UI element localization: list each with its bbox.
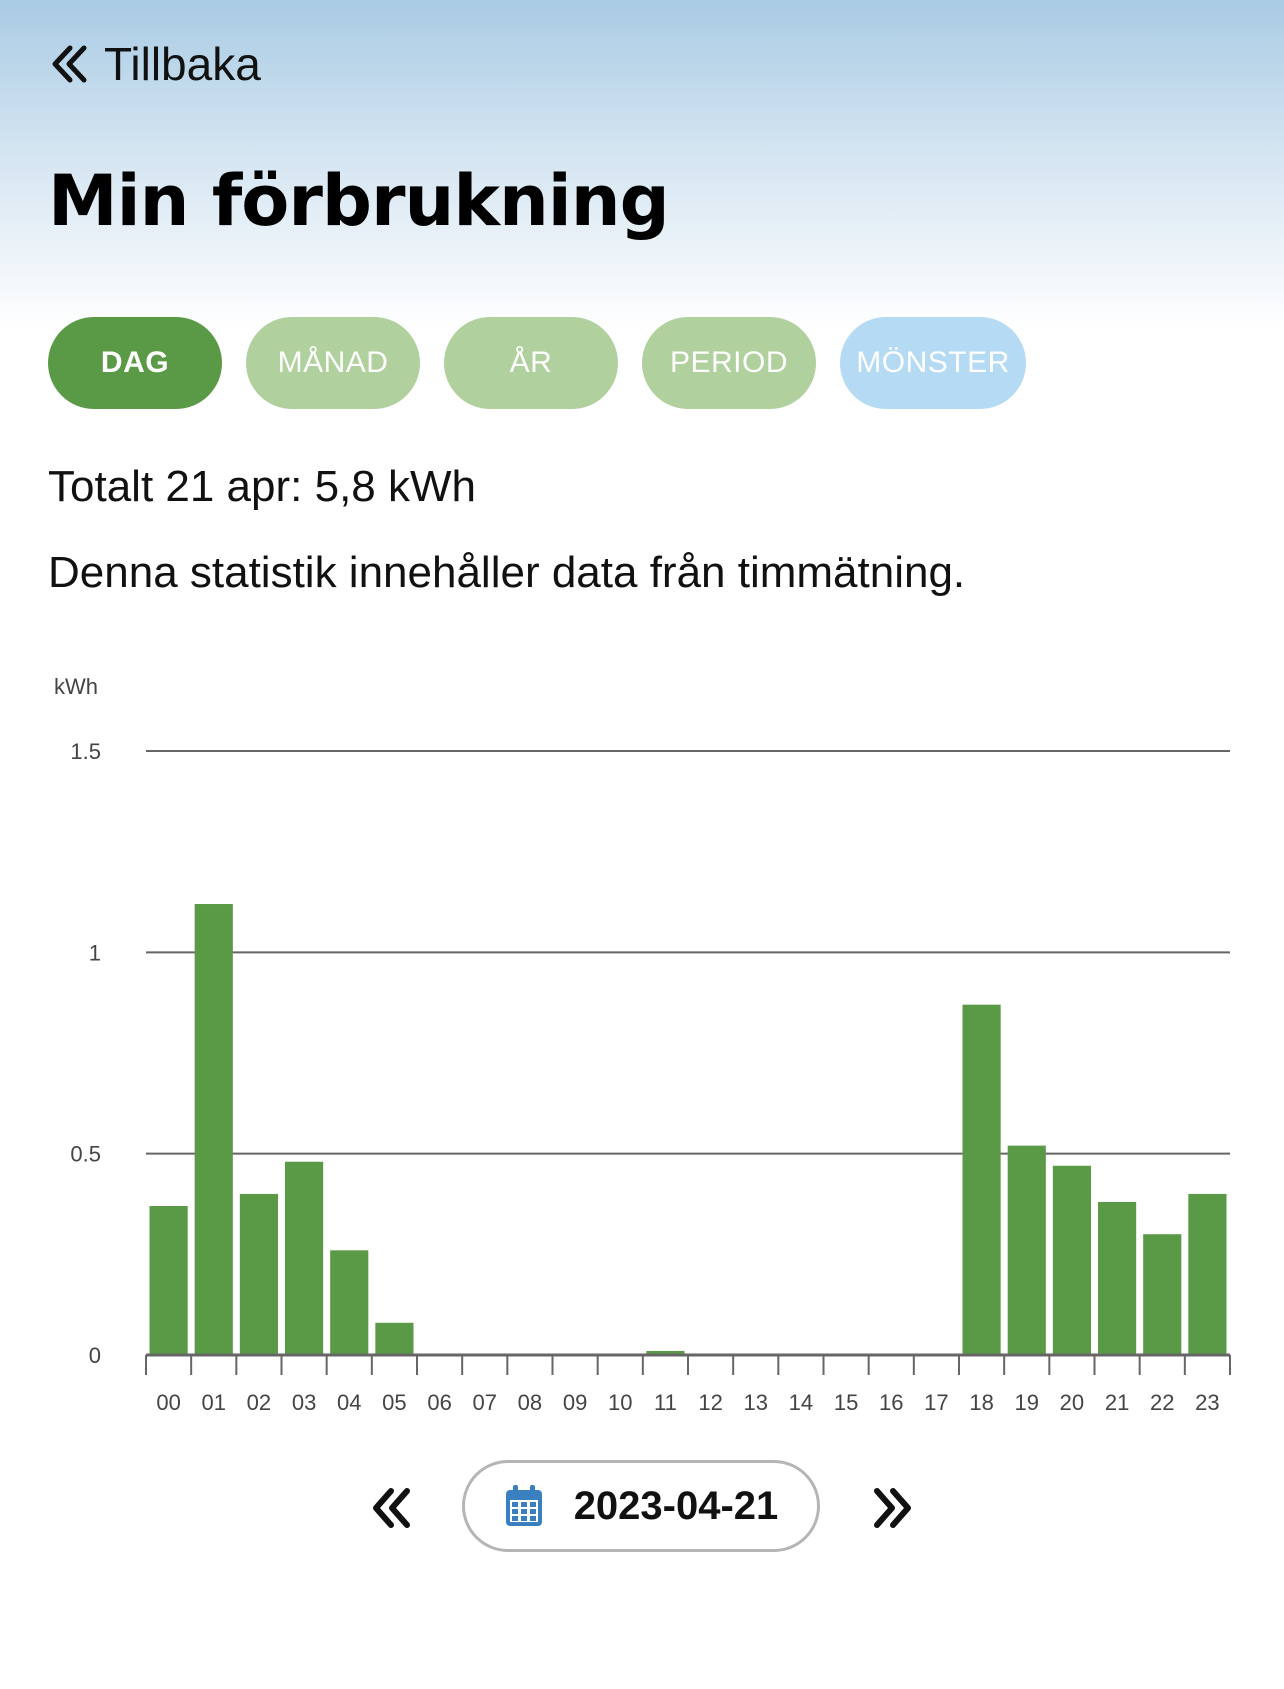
bar-18[interactable] xyxy=(962,1004,1001,1355)
x-tick-label: 05 xyxy=(382,1390,406,1415)
x-tick-label: 15 xyxy=(834,1390,858,1415)
y-tick-label: 1 xyxy=(89,940,101,965)
bar-23[interactable] xyxy=(1188,1193,1227,1355)
page-title: Min förbrukning xyxy=(48,160,670,242)
previous-day-button[interactable] xyxy=(362,1478,422,1538)
total-consumption: Totalt 21 apr: 5,8 kWh xyxy=(48,462,476,511)
selected-date: 2023-04-21 xyxy=(573,1483,779,1528)
back-button[interactable]: Tillbaka xyxy=(48,36,261,92)
next-day-button[interactable] xyxy=(862,1478,922,1538)
double-chevron-right-icon xyxy=(874,1488,911,1528)
y-tick-label: 1.5 xyxy=(70,739,101,764)
bar-19[interactable] xyxy=(1007,1145,1046,1355)
bar-01[interactable] xyxy=(194,904,233,1355)
tab-dag[interactable]: DAG xyxy=(48,317,222,409)
y-axis-unit: kWh xyxy=(54,674,98,699)
x-tick-label: 19 xyxy=(1015,1390,1039,1415)
x-tick-label: 20 xyxy=(1060,1390,1084,1415)
x-tick-label: 00 xyxy=(156,1390,180,1415)
date-navigation: 2023-04-21 xyxy=(0,1460,1284,1556)
tab-manad[interactable]: MÅNAD xyxy=(246,317,420,409)
x-tick-label: 21 xyxy=(1105,1390,1129,1415)
x-tick-label: 16 xyxy=(879,1390,903,1415)
x-tick-label: 04 xyxy=(337,1390,361,1415)
bar-21[interactable] xyxy=(1098,1201,1137,1355)
x-tick-label: 02 xyxy=(247,1390,271,1415)
bar-22[interactable] xyxy=(1143,1234,1182,1355)
bar-03[interactable] xyxy=(285,1161,324,1355)
x-tick-label: 17 xyxy=(924,1390,948,1415)
calendar-icon xyxy=(505,1485,542,1526)
consumption-chart: kWh 0 0.5 1 1.5 00 01 02 03 04 05 06 07 08 09 10 11 12 13 1… xyxy=(54,674,1231,1415)
x-tick-label: 11 xyxy=(654,1390,677,1415)
x-tick-label: 18 xyxy=(969,1390,993,1415)
x-tick-label: 10 xyxy=(608,1390,632,1415)
x-tick-label: 01 xyxy=(202,1390,226,1415)
bar-04[interactable] xyxy=(330,1250,369,1355)
tab-monster[interactable]: MÖNSTER xyxy=(840,317,1026,409)
y-tick-label: 0 xyxy=(89,1343,101,1368)
header-background xyxy=(0,0,1284,330)
x-tick-label: 22 xyxy=(1150,1390,1174,1415)
bar-05[interactable] xyxy=(375,1322,414,1355)
date-picker-button[interactable]: 2023-04-21 xyxy=(462,1460,820,1552)
x-tick-label: 03 xyxy=(292,1390,316,1415)
x-tick-label: 07 xyxy=(473,1390,497,1415)
y-tick-label: 0.5 xyxy=(70,1142,101,1167)
bar-02[interactable] xyxy=(239,1193,278,1355)
x-tick-label: 12 xyxy=(698,1390,722,1415)
x-tick-label: 08 xyxy=(518,1390,542,1415)
x-tick-label: 09 xyxy=(563,1390,587,1415)
bar-00[interactable] xyxy=(149,1206,188,1355)
x-tick-label: 23 xyxy=(1195,1390,1219,1415)
tab-period[interactable]: PERIOD xyxy=(642,317,816,409)
back-label: Tillbaka xyxy=(104,38,261,90)
tab-ar[interactable]: ÅR xyxy=(444,317,618,409)
double-chevron-left-icon xyxy=(52,45,87,83)
bar-20[interactable] xyxy=(1052,1165,1091,1355)
double-chevron-left-icon xyxy=(373,1488,410,1528)
x-tick-label: 14 xyxy=(789,1390,813,1415)
data-source-info: Denna statistik innehåller data från tim… xyxy=(48,548,966,597)
period-tabs: DAG MÅNAD ÅR PERIOD MÖNSTER xyxy=(48,317,1026,409)
x-tick-label: 06 xyxy=(427,1390,451,1415)
x-tick-label: 13 xyxy=(744,1390,768,1415)
bar-11[interactable] xyxy=(646,1350,685,1355)
